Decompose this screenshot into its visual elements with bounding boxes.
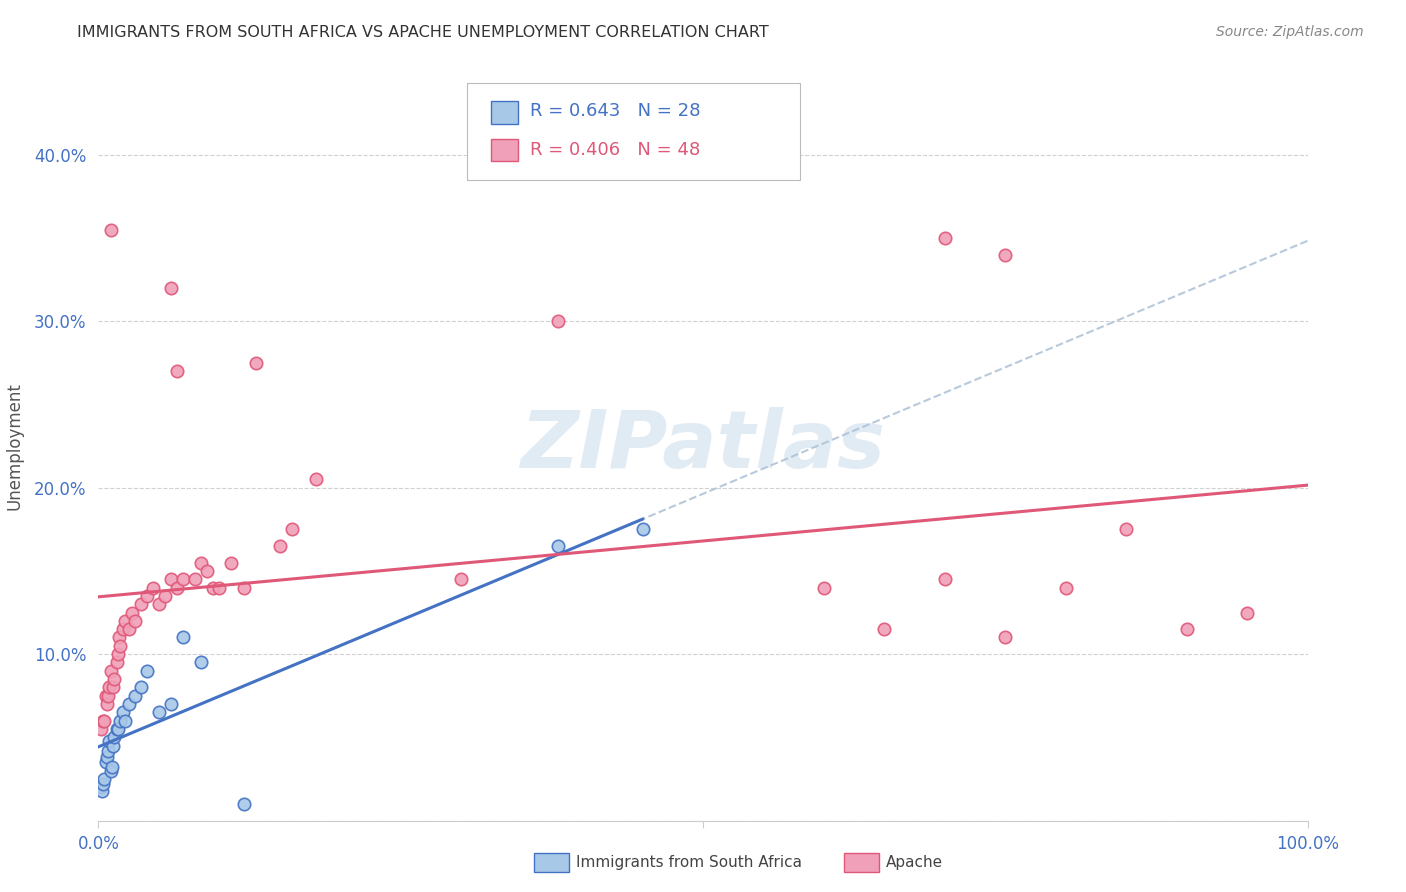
- Point: [142, 581, 165, 595]
- Point: [232, 797, 254, 811]
- Point: [97, 744, 120, 758]
- Point: [98, 681, 121, 695]
- Point: [1054, 581, 1077, 595]
- Point: [114, 714, 136, 728]
- Point: [93, 714, 115, 728]
- Point: [547, 539, 569, 553]
- Point: [91, 783, 114, 797]
- Point: [91, 777, 114, 791]
- Point: [100, 760, 122, 774]
- Point: [129, 597, 152, 611]
- Point: [124, 614, 146, 628]
- Point: [994, 247, 1017, 261]
- Point: [202, 581, 225, 595]
- Point: [148, 597, 170, 611]
- Point: [93, 772, 115, 786]
- Point: [118, 697, 141, 711]
- Text: Immigrants from South Africa: Immigrants from South Africa: [576, 855, 803, 870]
- Point: [101, 739, 124, 753]
- Point: [160, 697, 183, 711]
- Point: [108, 631, 131, 645]
- Point: [107, 722, 129, 736]
- Point: [1175, 622, 1198, 636]
- Point: [1115, 522, 1137, 536]
- Point: [873, 622, 896, 636]
- Point: [813, 581, 835, 595]
- Point: [160, 281, 183, 295]
- Point: [111, 706, 134, 720]
- Point: [90, 722, 112, 736]
- Point: [195, 564, 218, 578]
- Point: [105, 656, 128, 670]
- Point: [100, 664, 122, 678]
- Point: [232, 581, 254, 595]
- Point: [129, 681, 152, 695]
- Text: R = 0.643   N = 28: R = 0.643 N = 28: [530, 102, 700, 120]
- Point: [190, 556, 212, 570]
- Text: Apache: Apache: [886, 855, 943, 870]
- Point: [221, 556, 243, 570]
- Point: [103, 731, 125, 745]
- Point: [90, 780, 112, 795]
- Point: [450, 572, 472, 586]
- Point: [94, 756, 117, 770]
- Point: [114, 614, 136, 628]
- Point: [148, 706, 170, 720]
- Point: [281, 522, 304, 536]
- FancyBboxPatch shape: [467, 83, 800, 180]
- Point: [94, 689, 117, 703]
- Point: [547, 314, 569, 328]
- Point: [105, 722, 128, 736]
- Point: [172, 631, 194, 645]
- Point: [100, 764, 122, 778]
- Text: Source: ZipAtlas.com: Source: ZipAtlas.com: [1216, 25, 1364, 39]
- Point: [121, 606, 143, 620]
- Point: [269, 539, 291, 553]
- Point: [103, 672, 125, 686]
- Text: R = 0.406   N = 48: R = 0.406 N = 48: [530, 141, 700, 159]
- Point: [124, 689, 146, 703]
- Point: [166, 364, 188, 378]
- Point: [166, 581, 188, 595]
- Point: [184, 572, 207, 586]
- Text: ZIPatlas: ZIPatlas: [520, 407, 886, 485]
- Point: [245, 356, 267, 370]
- Point: [96, 750, 118, 764]
- Point: [153, 589, 176, 603]
- Point: [934, 231, 956, 245]
- Point: [98, 733, 121, 747]
- Point: [101, 681, 124, 695]
- Point: [994, 631, 1017, 645]
- Point: [108, 639, 131, 653]
- Point: [190, 656, 212, 670]
- Point: [305, 472, 328, 486]
- Point: [100, 222, 122, 236]
- FancyBboxPatch shape: [492, 139, 517, 161]
- Point: [91, 714, 114, 728]
- Point: [208, 581, 231, 595]
- FancyBboxPatch shape: [492, 102, 517, 124]
- Point: [631, 522, 654, 536]
- Y-axis label: Unemployment: Unemployment: [6, 382, 22, 510]
- Point: [135, 664, 157, 678]
- Point: [108, 714, 131, 728]
- Point: [172, 572, 194, 586]
- Point: [111, 622, 134, 636]
- Text: IMMIGRANTS FROM SOUTH AFRICA VS APACHE UNEMPLOYMENT CORRELATION CHART: IMMIGRANTS FROM SOUTH AFRICA VS APACHE U…: [77, 25, 769, 40]
- Point: [107, 647, 129, 661]
- Point: [160, 572, 183, 586]
- Point: [96, 697, 118, 711]
- Point: [97, 689, 120, 703]
- Point: [118, 622, 141, 636]
- Point: [135, 589, 157, 603]
- Point: [934, 572, 956, 586]
- Point: [1236, 606, 1258, 620]
